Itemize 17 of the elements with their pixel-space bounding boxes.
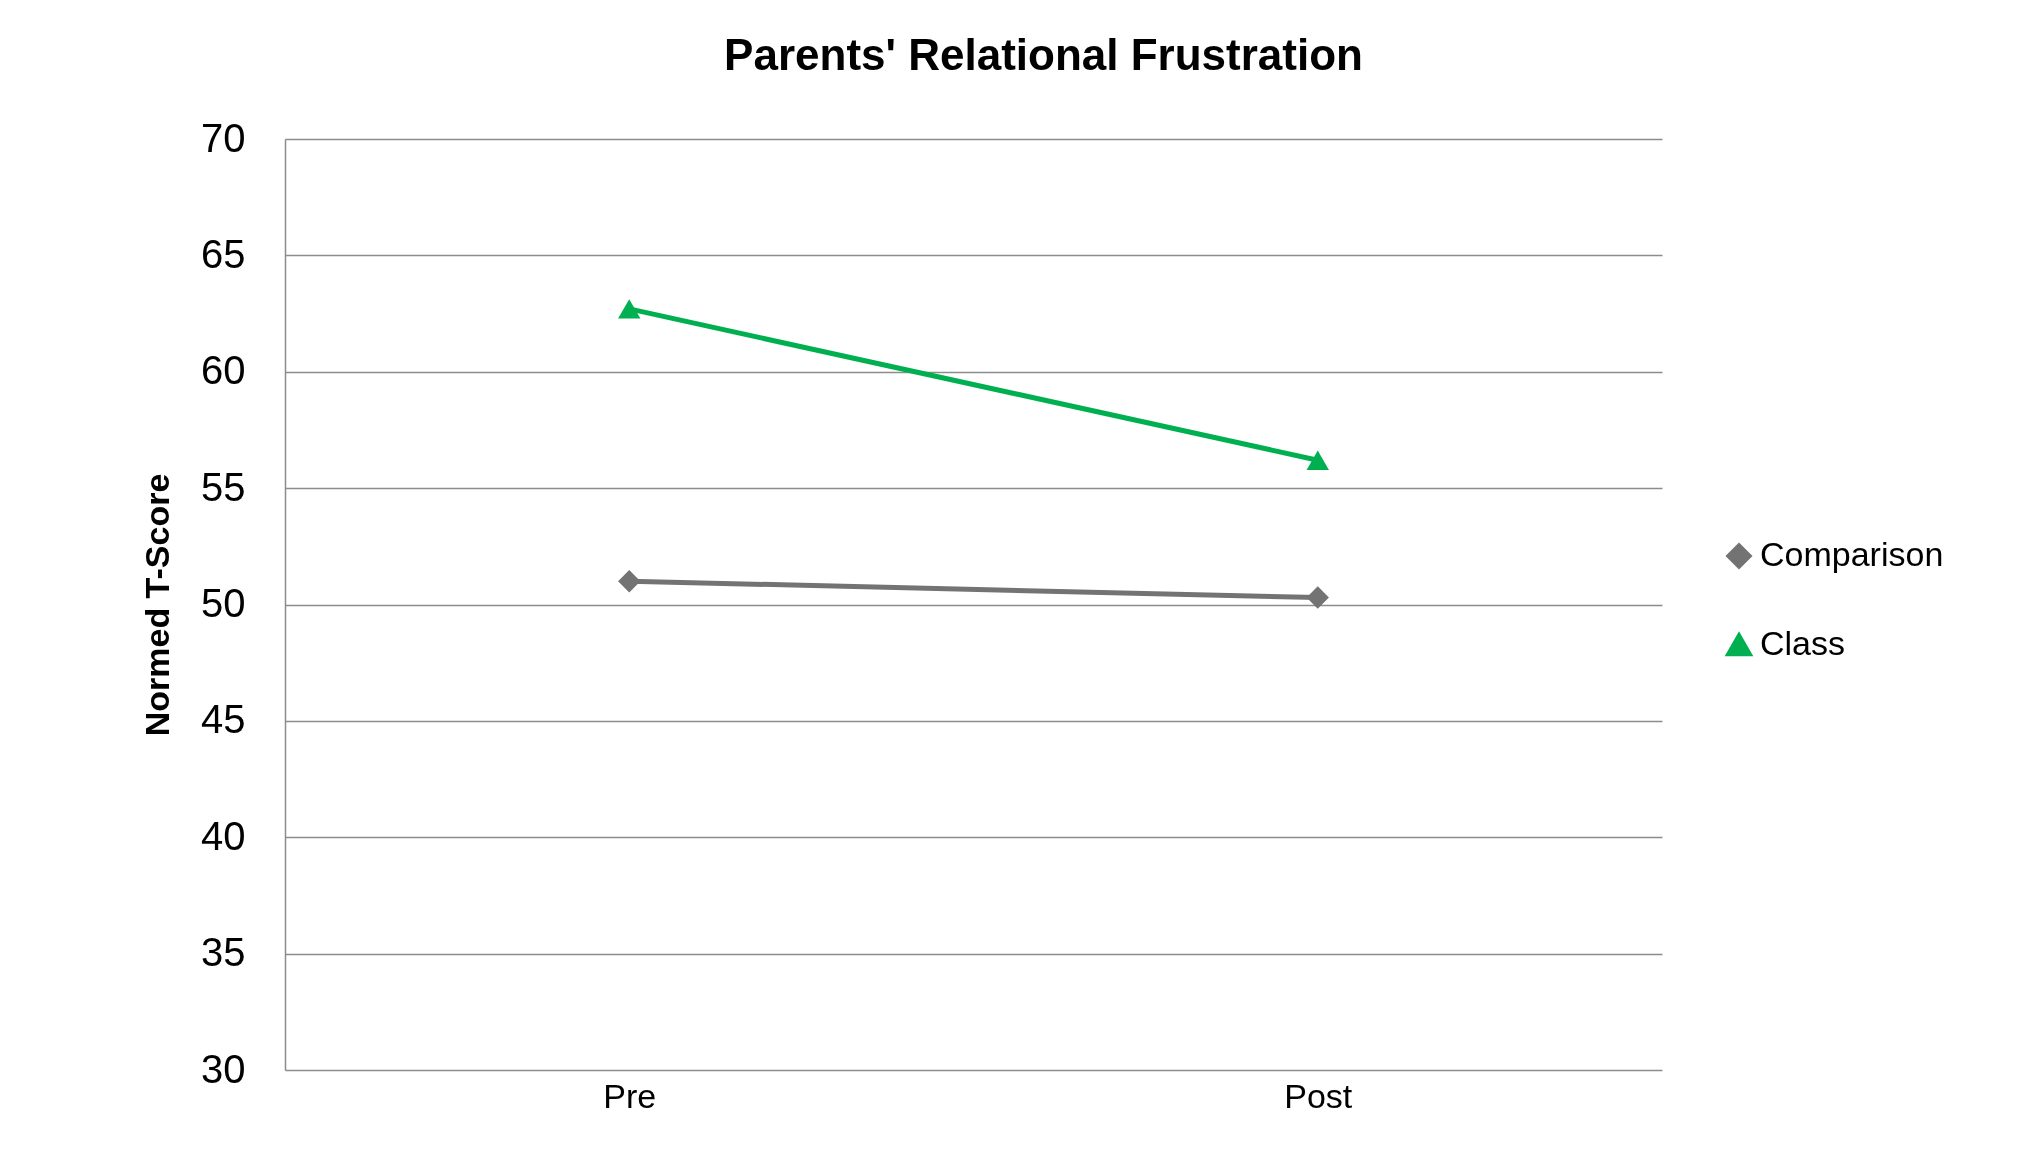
y-tick-label: 70	[201, 115, 246, 160]
point	[1306, 586, 1329, 609]
x-tick-label: Post	[1284, 1076, 1353, 1115]
y-tick-label: 35	[201, 930, 246, 975]
y-tick-label: 65	[201, 231, 246, 276]
chart-title: Parents' Relational Frustration	[724, 30, 1363, 79]
legend-label: Class	[1760, 624, 1846, 662]
y-tick-label: 30	[201, 1046, 246, 1091]
point	[618, 570, 641, 593]
y-tick-label: 55	[201, 464, 246, 509]
y-tick-label: 45	[201, 697, 246, 742]
y-tick-label: 60	[201, 348, 246, 393]
y-tick-label: 50	[201, 581, 246, 625]
x-tick-label: Pre	[603, 1076, 657, 1115]
y-axis-title: Normed T-Score	[138, 473, 177, 737]
legend-label: Comparison	[1760, 535, 1944, 573]
y-tick-label: 40	[201, 813, 246, 858]
